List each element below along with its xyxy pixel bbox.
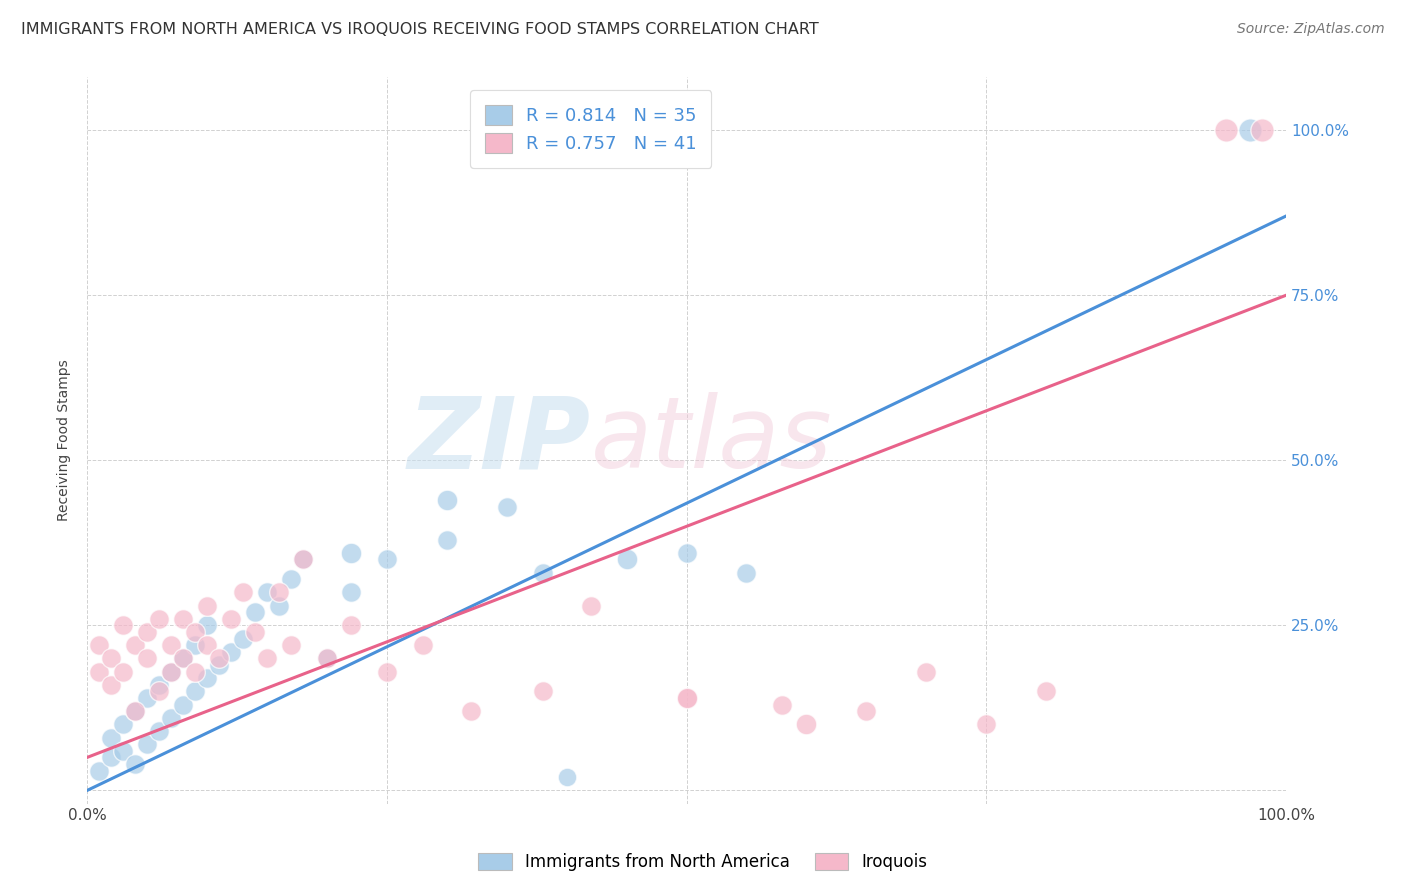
Point [100,731,122,745]
Text: IMMIGRANTS FROM NORTH AMERICA VS IROQUOIS RECEIVING FOOD STAMPS CORRELATION CHAR: IMMIGRANTS FROM NORTH AMERICA VS IROQUOI… [21,22,818,37]
Point [291,552,314,566]
Point [112,744,135,758]
Point [579,599,602,613]
Point [160,665,183,679]
Point [555,770,578,784]
Point [112,618,135,632]
Text: atlas: atlas [591,392,832,489]
Point [772,698,794,712]
Point [267,599,290,613]
Legend: R = 0.814   N = 35, R = 0.757   N = 41: R = 0.814 N = 35, R = 0.757 N = 41 [470,90,711,168]
Point [340,585,363,599]
Point [184,665,207,679]
Point [172,612,194,626]
Point [412,638,434,652]
Point [340,618,363,632]
Point [243,605,266,619]
Point [112,665,135,679]
Point [675,691,697,706]
Point [208,651,231,665]
Point [195,671,218,685]
Point [256,585,278,599]
Point [148,612,170,626]
Point [280,572,302,586]
Point [136,691,159,706]
Point [184,684,207,698]
Point [796,717,818,731]
Point [89,764,111,778]
Point [243,624,266,639]
Point [495,500,517,514]
Point [974,717,997,731]
Point [280,638,302,652]
Point [256,651,278,665]
Text: Source: ZipAtlas.com: Source: ZipAtlas.com [1237,22,1385,37]
Point [89,665,111,679]
Point [219,612,242,626]
Point [232,632,254,646]
Point [616,552,638,566]
Point [184,624,207,639]
Point [195,599,218,613]
Point [172,651,194,665]
Legend: Immigrants from North America, Iroquois: Immigrants from North America, Iroquois [470,845,936,880]
Point [1215,123,1237,137]
Point [136,624,159,639]
Point [1239,123,1261,137]
Point [160,711,183,725]
Point [148,724,170,739]
Point [208,657,231,672]
Point [172,698,194,712]
Point [531,684,554,698]
Point [219,645,242,659]
Point [1035,684,1057,698]
Point [1251,123,1274,137]
Point [172,651,194,665]
Point [100,651,122,665]
Point [160,665,183,679]
Point [124,638,146,652]
Point [675,691,697,706]
Point [124,704,146,718]
Point [531,566,554,580]
Point [375,665,398,679]
Point [316,651,339,665]
Point [148,684,170,698]
Point [148,678,170,692]
Point [195,618,218,632]
Point [675,546,697,560]
Point [232,585,254,599]
Point [436,492,458,507]
Point [100,750,122,764]
Point [124,757,146,772]
Point [316,651,339,665]
Point [855,704,877,718]
Point [915,665,938,679]
Point [291,552,314,566]
Y-axis label: Receiving Food Stamps: Receiving Food Stamps [58,359,72,522]
Point [136,737,159,751]
Point [112,717,135,731]
Point [267,585,290,599]
Text: ZIP: ZIP [408,392,591,489]
Point [735,566,758,580]
Point [160,638,183,652]
Point [375,552,398,566]
Point [340,546,363,560]
Point [89,638,111,652]
Point [136,651,159,665]
Point [195,638,218,652]
Point [436,533,458,547]
Point [124,704,146,718]
Point [100,678,122,692]
Point [460,704,482,718]
Point [184,638,207,652]
